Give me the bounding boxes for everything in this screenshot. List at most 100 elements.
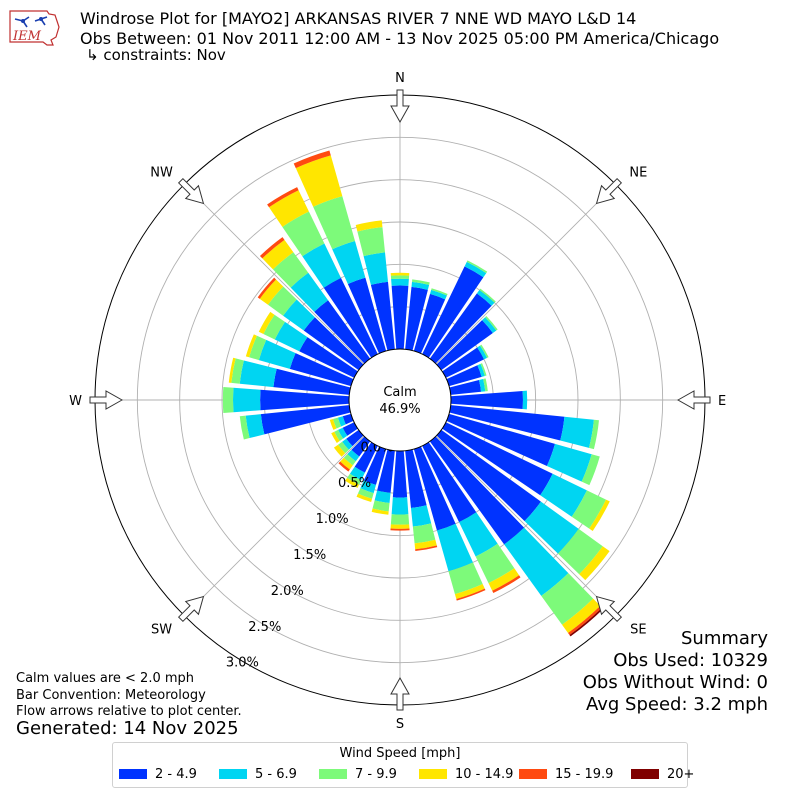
flow-arrow-shape	[595, 177, 623, 205]
summary-panel: Summary Obs Used: 10329 Obs Without Wind…	[583, 628, 768, 716]
compass-label-n: N	[395, 71, 405, 86]
legend-item: 5 - 6.9	[219, 767, 297, 783]
bar-dir350-bin1	[370, 281, 395, 351]
bar-dir50-bin1	[436, 320, 493, 371]
bar-dir180-bin3	[390, 514, 410, 525]
bar-dir220-bin2	[347, 449, 360, 462]
bar-dir140-bin3	[541, 573, 594, 625]
flow-arrow-shape	[89, 390, 124, 410]
bar-dir300-bin4	[258, 311, 275, 334]
bar-dir180-bin5	[390, 528, 410, 531]
flow-arrow	[595, 595, 623, 623]
bar-dir190-bin3	[372, 500, 390, 512]
bar-dir240-bin2	[338, 427, 348, 439]
bar-dir260-bin2	[245, 414, 265, 439]
bar-dir130-bin1	[436, 429, 541, 522]
legend: Wind Speed [mph] 2 - 4.9 5 - 6.9 7 - 9.9 10…	[112, 742, 694, 788]
chart-subtitle-constraints: ↳ constraints: Nov	[86, 46, 226, 64]
flow-arrow	[390, 89, 410, 124]
bar-dir310-bin3	[267, 286, 297, 316]
bar-dir210-bin4	[345, 477, 360, 488]
bar-dir240-bin4	[331, 431, 340, 443]
bar-dir110-bin1	[446, 413, 555, 467]
bar-dir190-bin1	[377, 449, 395, 493]
bar-dir20-bin1	[413, 293, 446, 354]
radial-tick-label: 2.5%	[248, 620, 281, 635]
bar-dir60-bin1	[442, 347, 485, 378]
compass-label-ne: NE	[629, 166, 647, 181]
bar-dir340-bin2	[332, 240, 366, 284]
flow-arrow	[89, 390, 124, 410]
bar-dir100-bin3	[588, 419, 599, 450]
flow-arrow-shape	[177, 595, 205, 623]
bar-dir60-bin3	[479, 344, 489, 358]
bar-dir160-bin1	[413, 446, 456, 531]
flow-arrow	[177, 595, 205, 623]
radial-tick-label: 1.0%	[316, 512, 349, 527]
bar-dir220-bin3	[343, 454, 356, 466]
bar-dir330-bin1	[323, 277, 378, 358]
bar-dir350-bin3	[357, 227, 386, 257]
bar-dir150-bin3	[475, 543, 515, 584]
legend-swatch	[319, 769, 347, 779]
bar-dir40-bin2	[476, 289, 495, 306]
bar-dir170-bin5	[415, 545, 438, 551]
bar-dir230-bin2	[342, 438, 353, 450]
bar-dir120-bin3	[571, 490, 606, 529]
flow-arrow	[390, 676, 410, 711]
bar-dir90-bin1	[450, 390, 523, 410]
bar-dir280-bin3	[231, 358, 244, 384]
bar-dir320-bin3	[272, 252, 309, 288]
bar-dir330-bin5	[267, 187, 299, 208]
bar-dir280-bin2	[239, 360, 277, 388]
bar-dir270-bin2	[233, 387, 261, 413]
bar-dir340-bin4	[295, 155, 343, 207]
bar-dir250-bin1	[342, 413, 354, 425]
bar-dir220-bin4	[340, 457, 353, 470]
bar-dir210-bin3	[347, 473, 362, 485]
notes-panel: Calm values are < 2.0 mph Bar Convention…	[16, 671, 242, 721]
bar-dir270-bin1	[260, 389, 350, 411]
bar-dir250-bin4	[329, 418, 337, 430]
bar-dir300-bin2	[274, 321, 308, 352]
bar-dir220-bin5	[338, 461, 350, 472]
legend-swatch	[519, 769, 547, 779]
bar-dir150-bin2	[459, 512, 498, 557]
bar-dir20-bin2	[430, 289, 447, 300]
bar-dir200-bin1	[363, 446, 387, 485]
bar-dir260-bin3	[239, 415, 250, 440]
bar-dir150-bin1	[422, 442, 477, 523]
bar-dir70-bin2	[477, 363, 485, 377]
chart-title: Windrose Plot for [MAYO2] ARKANSAS RIVER…	[80, 9, 637, 28]
bar-dir130-bin2	[524, 501, 579, 554]
bar-dir250-bin2	[337, 416, 346, 427]
bar-dir330-bin4	[269, 190, 309, 227]
bar-dir320-bin1	[314, 300, 371, 364]
bar-dir340-bin3	[313, 196, 355, 250]
bar-dir310-bin5	[257, 277, 277, 299]
compass-label-se: SE	[630, 622, 646, 637]
legend-swatch	[119, 769, 147, 779]
legend-swatch	[631, 769, 659, 779]
radial-tick-label: 3.0%	[226, 656, 259, 671]
bar-dir120-bin1	[442, 422, 553, 496]
compass-label-w: W	[69, 394, 82, 409]
bar-dir0-bin3	[390, 275, 410, 280]
bar-dir180-bin2	[391, 497, 409, 515]
bar-dir240-bin1	[342, 422, 358, 436]
bar-dir290-bin2	[258, 339, 296, 369]
bar-dir0-bin4	[390, 272, 410, 276]
legend-label: 5 - 6.9	[255, 767, 297, 782]
legend-item: 2 - 4.9	[119, 767, 197, 783]
flow-arrow-shape	[595, 595, 623, 623]
bar-dir190-bin2	[374, 490, 391, 503]
bar-dir130-bin3	[557, 528, 603, 575]
bar-dir200-bin4	[356, 493, 373, 503]
bar-dir190-bin4	[371, 508, 389, 515]
bar-dir40-bin1	[429, 293, 492, 364]
radial-tick-label: 2.0%	[271, 584, 304, 599]
bar-dir340-bin5	[293, 150, 331, 169]
bar-dir280-bin4	[228, 357, 236, 383]
